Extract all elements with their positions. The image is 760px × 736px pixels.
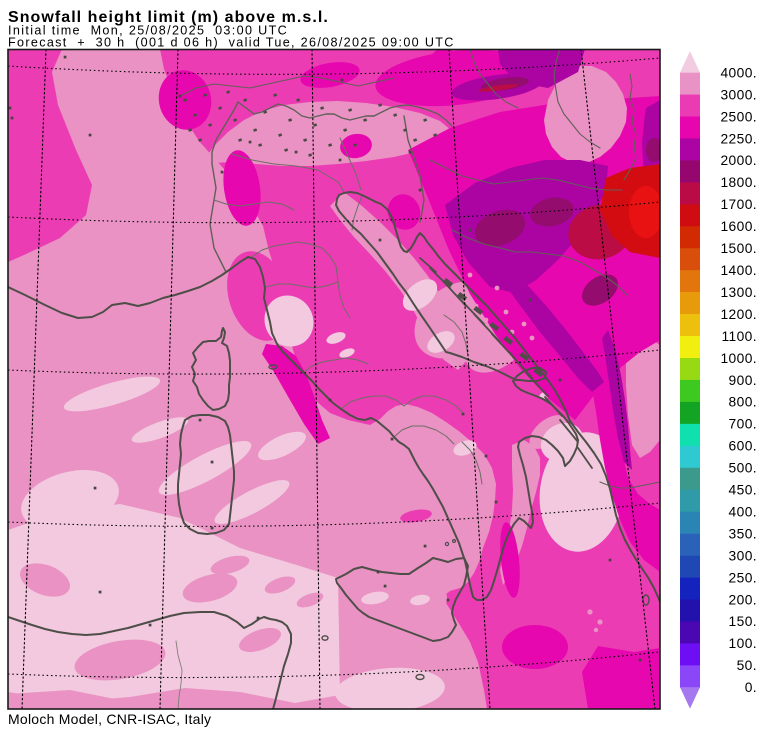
- svg-text:600.: 600.: [729, 439, 757, 454]
- svg-text:Forecast + 30 h (001 d 06 h: Forecast + 30 h (001 d 06 h) valid Tue, …: [8, 36, 455, 50]
- svg-text:100.: 100.: [729, 636, 757, 651]
- svg-text:3000.: 3000.: [720, 87, 757, 102]
- svg-text:50.: 50.: [737, 658, 757, 673]
- svg-text:450.: 450.: [729, 483, 757, 498]
- svg-text:200.: 200.: [729, 592, 757, 607]
- svg-text:500.: 500.: [729, 461, 757, 476]
- svg-text:1200.: 1200.: [720, 307, 757, 322]
- svg-text:Snowfall height limit (m) abov: Snowfall height limit (m) above m.s.l.: [8, 9, 329, 26]
- svg-text:2500.: 2500.: [720, 109, 757, 124]
- svg-text:Moloch Model, CNR-ISAC, Italy: Moloch Model, CNR-ISAC, Italy: [8, 711, 211, 727]
- svg-text:1000.: 1000.: [720, 351, 757, 366]
- svg-text:250.: 250.: [729, 570, 757, 585]
- svg-text:150.: 150.: [729, 614, 757, 629]
- svg-text:1500.: 1500.: [720, 241, 757, 256]
- svg-text:0.: 0.: [745, 680, 757, 695]
- svg-text:1400.: 1400.: [720, 263, 757, 278]
- svg-text:800.: 800.: [729, 395, 757, 410]
- svg-text:1300.: 1300.: [720, 285, 757, 300]
- svg-text:300.: 300.: [729, 548, 757, 563]
- svg-text:2250.: 2250.: [720, 131, 757, 146]
- svg-text:1700.: 1700.: [720, 197, 757, 212]
- svg-text:1100.: 1100.: [721, 329, 757, 344]
- svg-text:900.: 900.: [729, 373, 757, 388]
- svg-text:700.: 700.: [729, 417, 757, 432]
- svg-text:1800.: 1800.: [720, 175, 757, 190]
- svg-text:350.: 350.: [729, 526, 757, 541]
- svg-text:4000.: 4000.: [720, 65, 757, 80]
- svg-text:2000.: 2000.: [720, 153, 757, 168]
- svg-text:1600.: 1600.: [720, 219, 757, 234]
- svg-text:400.: 400.: [729, 504, 757, 519]
- svg-text:Initial time Mon, 25/08/2025: Initial time Mon, 25/08/2025 03:00 UTC: [8, 24, 288, 38]
